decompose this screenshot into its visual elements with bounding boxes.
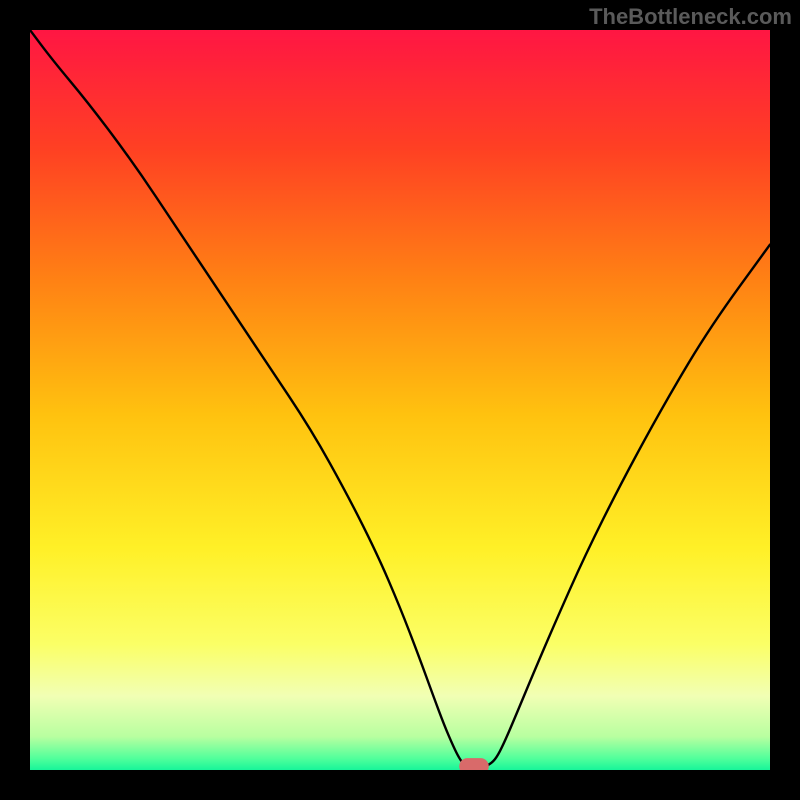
plot-svg [30, 30, 770, 770]
optimal-marker [459, 758, 489, 770]
plot-area [30, 30, 770, 770]
gradient-background [30, 30, 770, 770]
chart-frame: TheBottleneck.com [0, 0, 800, 800]
watermark-text: TheBottleneck.com [589, 4, 792, 30]
